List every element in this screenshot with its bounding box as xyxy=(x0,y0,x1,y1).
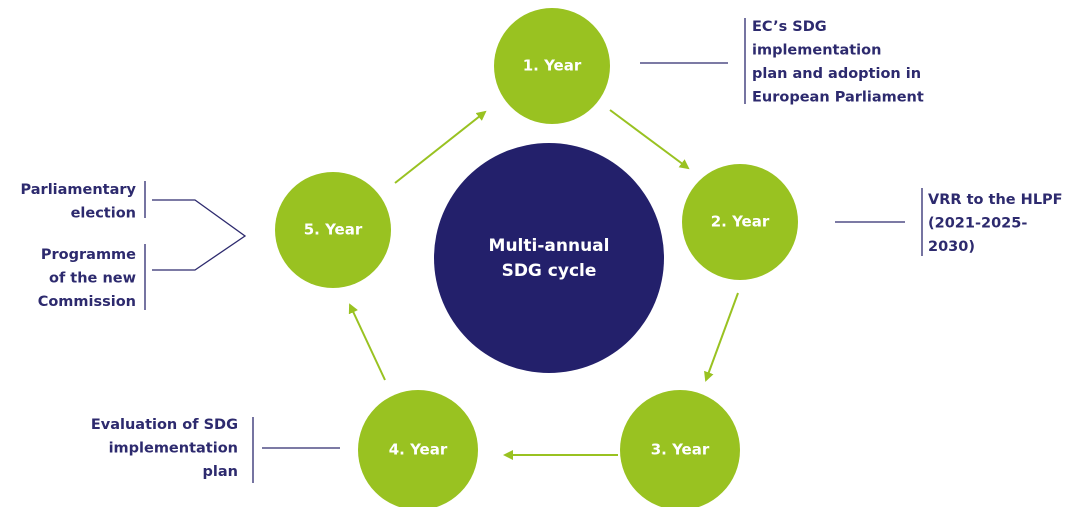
annotation-line: election xyxy=(71,206,136,222)
year-circle xyxy=(275,172,391,288)
arrow xyxy=(394,110,487,184)
annotation-line: plan xyxy=(203,464,238,480)
year-label: 5. Year xyxy=(304,221,363,239)
annotation-line: Commission xyxy=(38,294,136,310)
arrow xyxy=(704,292,739,382)
year-circle xyxy=(620,390,740,507)
annotation-line: plan and adoption in xyxy=(752,66,921,82)
year-circle xyxy=(358,390,478,507)
center-label: SDG cycle xyxy=(502,261,597,281)
annotation-line: implementation xyxy=(752,43,881,59)
annotation-line: (2021-2025- xyxy=(928,216,1027,232)
annotation-line: implementation xyxy=(109,441,238,457)
year-label: 4. Year xyxy=(389,441,448,459)
year-label: 2. Year xyxy=(711,213,770,231)
annotation-line: European Parliament xyxy=(752,90,924,106)
center-label: Multi-annual xyxy=(489,236,610,256)
year-circle xyxy=(682,164,798,280)
year-circle xyxy=(494,8,610,124)
annotation-line: Parliamentary xyxy=(21,182,137,198)
annotation-line: of the new xyxy=(49,271,136,287)
arrow xyxy=(609,109,690,170)
connectors xyxy=(144,18,923,483)
annotation-line: VRR to the HLPF xyxy=(928,192,1063,208)
annotation-line: Programme xyxy=(41,247,136,263)
arrows xyxy=(348,109,739,460)
annotation-line: Evaluation of SDG xyxy=(91,417,238,433)
annotation-line: 2030) xyxy=(928,239,975,255)
labels: 1. Year 2. Year 3. Year 4. Year 5. Year Multi… xyxy=(21,8,1063,507)
annotation-line: EC’s SDG xyxy=(752,19,827,35)
arrow xyxy=(348,303,386,381)
bracket xyxy=(152,199,247,271)
year-label: 1. Year xyxy=(523,57,582,75)
year-label: 3. Year xyxy=(651,441,710,459)
center-circle xyxy=(434,143,664,373)
